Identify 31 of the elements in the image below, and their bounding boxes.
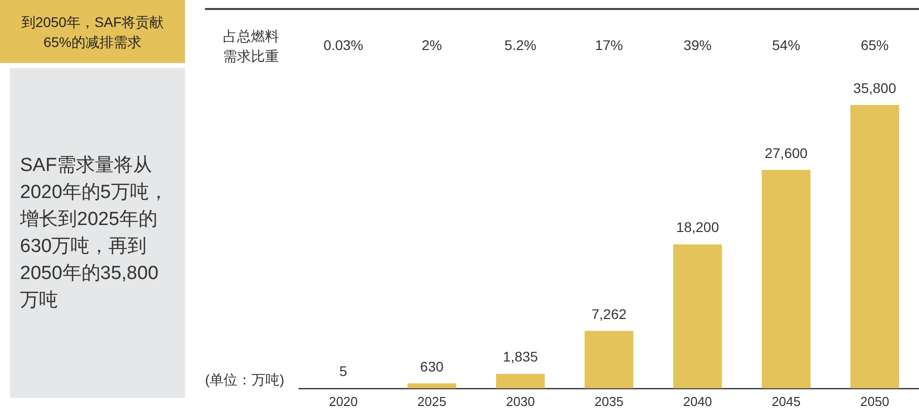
x-tick-label: 2050 (860, 394, 890, 409)
data-label: 35,800 (853, 80, 896, 96)
text: 0.03% (323, 36, 364, 53)
data-label: 1,835 (502, 348, 538, 365)
text: 占总燃料需求比重 (223, 28, 279, 64)
bar (762, 170, 810, 388)
x-tick-label: 2045 (772, 394, 801, 409)
bar (584, 330, 634, 388)
x-tick-label: 2040 (683, 394, 712, 409)
text: 5.2% (504, 36, 536, 53)
x-tick-label: 2030 (506, 394, 535, 409)
bar (496, 374, 545, 388)
data-label: 18,200 (676, 219, 720, 236)
data-label: 7,262 (591, 306, 627, 322)
data-label: 5 (339, 363, 348, 380)
y-axis-title: (单位：万吨) (205, 371, 284, 388)
text: 39% (684, 36, 712, 53)
text: 17% (594, 36, 624, 53)
bar (408, 383, 456, 388)
x-tick-label: 2025 (417, 394, 446, 409)
x-tick-label: 2020 (328, 394, 358, 409)
x-tick-label: 2035 (594, 394, 624, 409)
bar (850, 105, 900, 388)
bar (673, 244, 722, 388)
text: 54% (772, 36, 800, 53)
text: 65% (860, 36, 889, 53)
text: SAF需求量将从2020年的5万吨，增长到2025年的630万吨，再到2050年的35,800万吨 (10, 68, 185, 398)
data-label: 27,600 (764, 144, 808, 161)
text: 到2050年，SAF将贡献65%的减排需求 (0, 0, 185, 63)
text: 2% (422, 36, 442, 53)
data-label: 630 (420, 358, 444, 374)
